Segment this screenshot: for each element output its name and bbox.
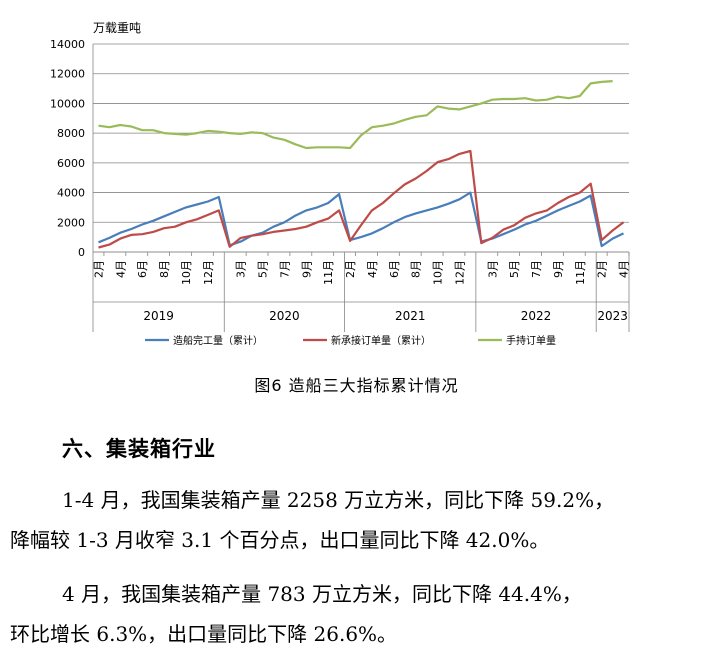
y-tick-label: 8000 xyxy=(57,127,85,140)
legend-entry: 手持订单量 xyxy=(506,334,556,347)
x-tick-label: 6月 xyxy=(136,260,149,278)
x-tick-label: 2月 xyxy=(92,260,105,278)
legend-entry: 造船完工量（累计） xyxy=(173,334,263,347)
x-tick-label: 6月 xyxy=(388,260,401,278)
paragraph-1: 1-4 月，我国集装箱产量 2258 万立方米，同比下降 59.2%， 降幅较 … xyxy=(0,480,713,560)
x-tick-label: 12月 xyxy=(453,260,466,285)
x-tick-label: 2月 xyxy=(344,260,357,278)
year-label: 2023 xyxy=(597,309,628,323)
x-tick-label: 9月 xyxy=(300,260,313,278)
series-line-3 xyxy=(98,80,613,150)
x-tick-label: 4月 xyxy=(114,260,127,278)
x-tick-label: 8月 xyxy=(158,260,171,278)
y-axis-label: 万载重吨 xyxy=(93,21,141,35)
x-tick-label: 3月 xyxy=(486,260,499,278)
year-label: 2019 xyxy=(143,309,174,323)
x-tick-label: 11月 xyxy=(322,260,335,285)
x-tick-label: 10月 xyxy=(432,260,445,285)
year-label: 2021 xyxy=(395,309,426,323)
y-tick-label: 4000 xyxy=(57,187,85,200)
paragraph-1-line-2: 降幅较 1-3 月收窄 3.1 个百分点，出口量同比下降 42.0%。 xyxy=(10,528,550,552)
series-line-2 xyxy=(98,149,625,249)
section-heading: 六、集装箱行业 xyxy=(62,437,216,461)
figure-caption: 图6 造船三大指标累计情况 xyxy=(254,376,459,395)
x-tick-label: 8月 xyxy=(410,260,423,278)
year-label: 2022 xyxy=(521,309,552,323)
series-line-1 xyxy=(98,191,624,248)
x-tick-label: 4月 xyxy=(366,260,379,278)
x-tick-label: 7月 xyxy=(530,260,543,278)
y-tick-label: 12000 xyxy=(50,68,85,81)
x-tick-label: 5月 xyxy=(257,260,270,278)
shipbuilding-chart: 万载重吨 0 2000 4000 6000 8000 10000 12000 14000 2月… xyxy=(50,21,631,347)
x-tick-label: 11月 xyxy=(574,260,587,285)
y-tick-label: 0 xyxy=(78,246,85,259)
x-tick-label: 12月 xyxy=(202,260,215,285)
x-tick-label: 2月 xyxy=(596,260,609,278)
y-tick-label: 14000 xyxy=(50,38,85,51)
paragraph-2-line-2: 环比增长 6.3%，出口量同比下降 26.6%。 xyxy=(10,622,398,646)
y-tick-label: 2000 xyxy=(57,216,85,229)
x-tick-label: 4月 xyxy=(618,260,631,278)
x-tick-label: 10月 xyxy=(180,260,193,285)
y-tick-label: 10000 xyxy=(50,97,85,110)
x-tick-label: 5月 xyxy=(508,260,521,278)
y-tick-label: 6000 xyxy=(57,157,85,170)
paragraph-1-line-1: 1-4 月，我国集装箱产量 2258 万立方米，同比下降 59.2%， xyxy=(62,488,615,512)
x-tick-label: 3月 xyxy=(235,260,248,278)
x-tick-label: 7月 xyxy=(278,260,291,278)
paragraph-2-line-1: 4 月，我国集装箱产量 783 万立方米，同比下降 44.4%， xyxy=(62,582,582,606)
x-tick-label: 9月 xyxy=(552,260,565,278)
paragraph-2: 4 月，我国集装箱产量 783 万立方米，同比下降 44.4%， 环比增长 6.… xyxy=(0,574,713,654)
legend-entry: 新承接订单量（累计） xyxy=(331,334,431,347)
year-label: 2020 xyxy=(269,309,300,323)
